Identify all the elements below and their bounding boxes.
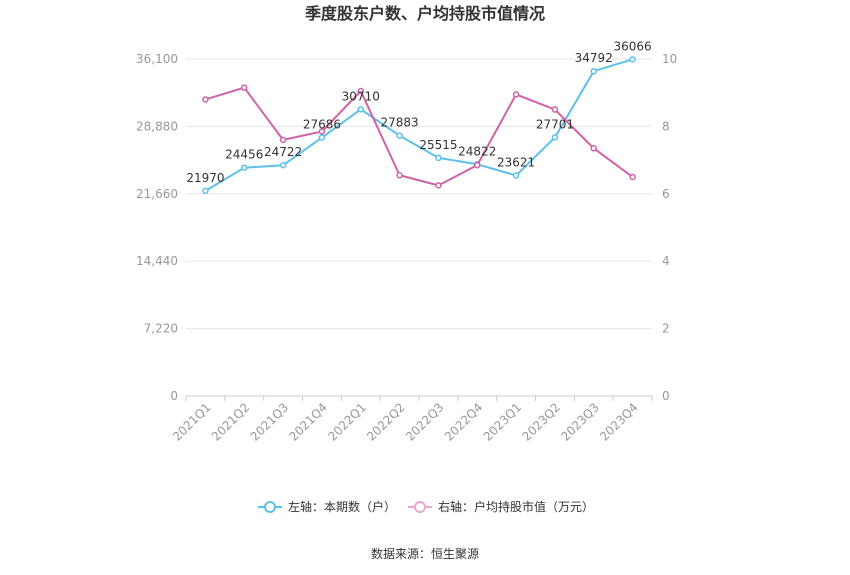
x-axis-tick-label: 2021Q3 xyxy=(248,400,292,444)
axes: 0 0 7,220 2 14,440 4 21,660 6 28,880 8 36,100 10 202… xyxy=(136,52,677,444)
data-point-left[interactable] xyxy=(512,172,520,179)
left-axis-tick-label: 21,660 xyxy=(136,187,178,201)
left-axis-tick-label: 28,880 xyxy=(136,119,178,133)
data-point-right[interactable] xyxy=(318,128,326,135)
right-axis-tick-label: 0 xyxy=(662,389,670,403)
left-axis-tick-label: 7,220 xyxy=(144,322,178,336)
right-axis-tick-label: 8 xyxy=(662,119,670,133)
series-lines xyxy=(202,56,636,195)
left-axis-tick-label: 36,100 xyxy=(136,52,178,66)
data-label: 36066 xyxy=(613,39,651,53)
data-point-right[interactable] xyxy=(202,96,209,103)
left-axis-tick-label: 14,440 xyxy=(136,254,178,268)
data-point-left[interactable] xyxy=(396,132,403,139)
data-point-right[interactable] xyxy=(357,87,364,95)
x-axis-tick-label: 2023Q2 xyxy=(519,400,563,444)
data-label: 25515 xyxy=(419,138,457,152)
data-label: 34792 xyxy=(575,51,613,65)
data-label: 24456 xyxy=(225,148,263,162)
data-point-left[interactable] xyxy=(629,56,636,63)
data-label: 23621 xyxy=(497,155,535,169)
data-point-left[interactable] xyxy=(241,164,248,171)
right-axis-tick-label: 2 xyxy=(662,322,670,336)
data-point-right[interactable] xyxy=(279,136,287,144)
data-label: 27686 xyxy=(303,118,341,132)
grid-lines xyxy=(186,58,652,330)
data-point-left[interactable] xyxy=(202,187,209,195)
x-axis-tick-label: 2021Q1 xyxy=(170,400,214,444)
data-point-right[interactable] xyxy=(551,106,559,113)
right-axis-tick-label: 6 xyxy=(662,187,670,201)
x-axis-tick-label: 2022Q3 xyxy=(403,400,447,444)
legend-item-right[interactable]: 右轴：户均持股市值（万元） xyxy=(408,499,594,514)
right-axis-tick-label: 4 xyxy=(662,254,670,268)
x-axis-tick-label: 2022Q2 xyxy=(364,400,408,444)
data-point-left[interactable] xyxy=(318,134,326,141)
data-point-right[interactable] xyxy=(590,145,597,152)
data-label: 27883 xyxy=(380,116,418,130)
legend-label-left: 左轴：本期数（户） xyxy=(288,499,396,514)
left-axis-tick-label: 0 xyxy=(170,389,178,403)
data-label: 24822 xyxy=(458,144,496,158)
legend-marker-right xyxy=(414,501,426,513)
data-point-left[interactable] xyxy=(279,161,287,169)
data-point-right[interactable] xyxy=(512,91,520,98)
data-point-right[interactable] xyxy=(435,182,442,189)
data-point-right[interactable] xyxy=(396,172,403,179)
data-point-right[interactable] xyxy=(474,161,481,169)
data-point-right[interactable] xyxy=(241,84,248,91)
right-axis-tick-label: 10 xyxy=(662,52,677,66)
data-point-left[interactable] xyxy=(435,154,442,162)
data-point-left[interactable] xyxy=(551,134,559,141)
data-label: 27701 xyxy=(536,117,574,131)
data-point-left[interactable] xyxy=(590,67,597,75)
x-axis-tick-label: 2022Q1 xyxy=(325,400,369,444)
x-axis-tick-label: 2023Q4 xyxy=(597,400,641,444)
chart-title: 季度股东户数、户均持股市值情况 xyxy=(304,4,545,23)
x-axis-tick-label: 2022Q4 xyxy=(442,400,486,444)
legend[interactable]: 左轴：本期数（户） 右轴：户均持股市值（万元） xyxy=(258,499,594,514)
series-line-right xyxy=(205,86,634,187)
legend-item-left[interactable]: 左轴：本期数（户） xyxy=(258,499,396,514)
x-axis-tick-label: 2021Q4 xyxy=(286,400,330,444)
data-label: 21970 xyxy=(186,171,224,185)
data-point-left[interactable] xyxy=(357,106,364,113)
x-axis-tick-label: 2023Q1 xyxy=(481,400,525,444)
legend-marker-left xyxy=(264,501,276,513)
source-note: 数据来源：恒生聚源 xyxy=(371,546,479,561)
x-axis-tick-label: 2023Q3 xyxy=(558,400,602,444)
series-line-left xyxy=(204,58,633,192)
data-label: 24722 xyxy=(264,145,302,159)
x-axis-tick-label: 2021Q2 xyxy=(209,400,253,444)
data-label: 30710 xyxy=(342,89,380,103)
legend-label-right: 右轴：户均持股市值（万元） xyxy=(438,499,594,514)
data-point-right[interactable] xyxy=(629,173,636,181)
